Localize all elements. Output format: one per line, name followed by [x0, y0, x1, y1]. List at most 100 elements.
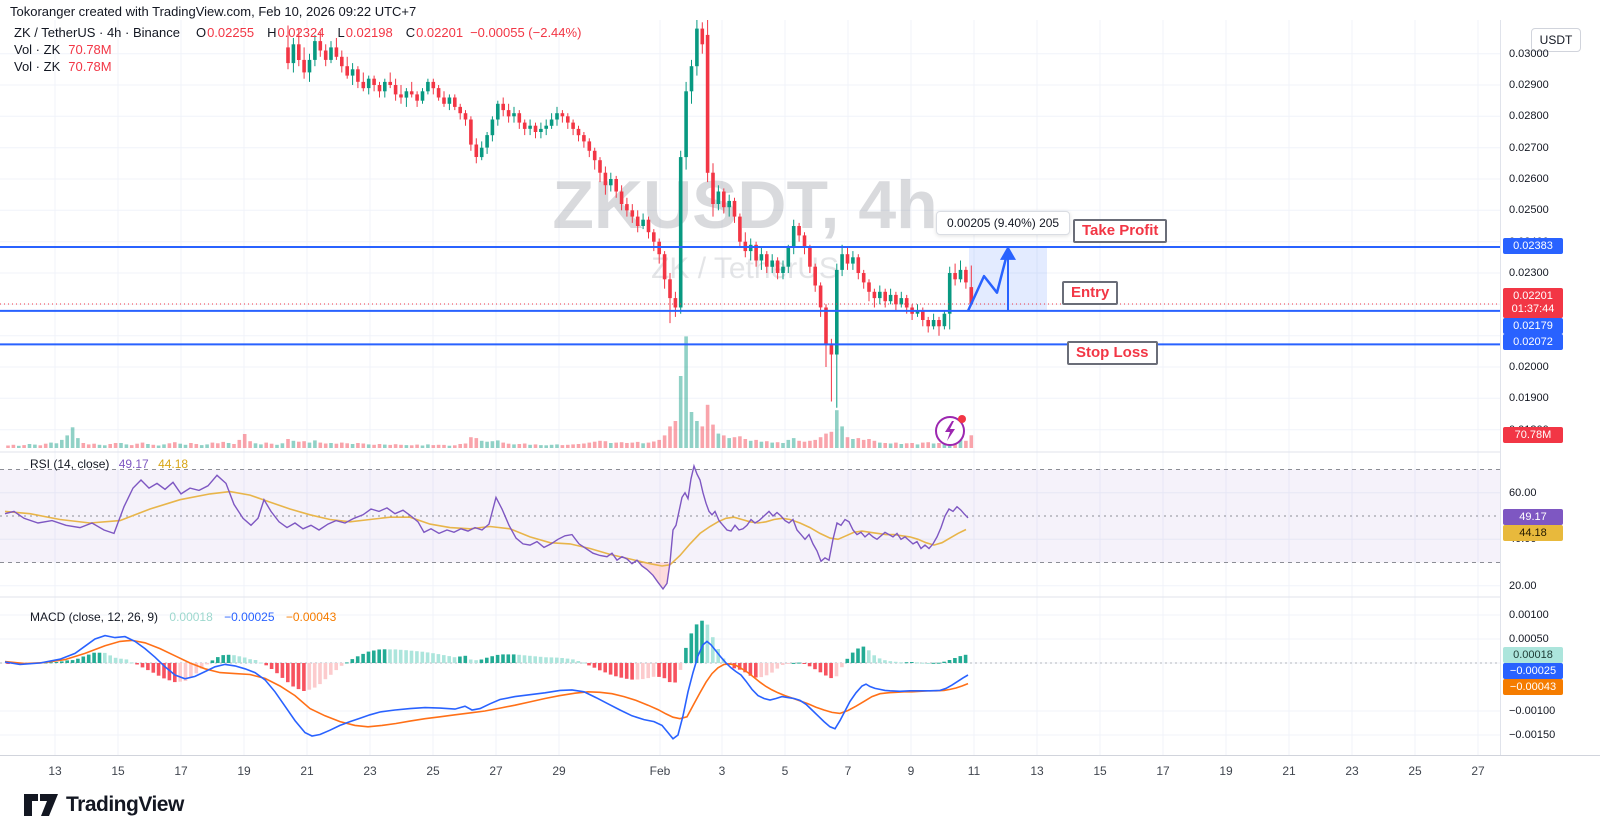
time-label: 9 — [907, 764, 915, 778]
price-badge: 0.02201 01:37:44 — [1503, 288, 1563, 318]
axis-tick: 0.00050 — [1509, 633, 1549, 645]
price-badge: −0.00043 — [1503, 679, 1563, 695]
rsi-ma-value: 44.18 — [158, 457, 189, 471]
ohlc-value: 0.02201 — [416, 24, 464, 40]
entry-label[interactable]: Entry — [1062, 281, 1119, 305]
change-value: −0.00055 (−2.44%) — [470, 24, 582, 40]
time-label: 17 — [174, 764, 188, 778]
ohlc-value: 0.02255 — [207, 24, 255, 40]
rsi-title: RSI (14, close) — [30, 457, 110, 471]
axis-tick: 0.03000 — [1509, 47, 1549, 60]
volume-bars — [6, 336, 974, 448]
price-badge: 0.00018 — [1503, 647, 1563, 663]
volume-value: 70.78M — [68, 58, 112, 74]
volume-label: Vol · ZK — [14, 58, 61, 74]
rsi-value: 49.17 — [118, 457, 149, 471]
rsi-line — [4, 463, 969, 591]
time-label: 21 — [1282, 764, 1296, 778]
legend: ZK / TetherUS · 4h · Binance O0.02255 H0.… — [14, 24, 588, 75]
axis-tick: 0.00100 — [1509, 609, 1549, 621]
axis-tick: 0.02900 — [1509, 79, 1549, 91]
macd-pane — [4, 620, 969, 740]
axis-tick: 0.02000 — [1509, 360, 1549, 373]
time-label: 19 — [237, 764, 251, 778]
symbol-legend-row[interactable]: ZK / TetherUS · 4h · Binance O0.02255 H0.… — [14, 24, 588, 40]
time-label: 15 — [111, 764, 125, 778]
axis-tick: −0.00100 — [1509, 705, 1556, 717]
time-label: 29 — [552, 764, 566, 778]
macd-pane-title[interactable]: MACD (close, 12, 26, 9) 0.00018 −0.00025… — [30, 610, 336, 624]
time-label: 21 — [300, 764, 314, 778]
rsi-pane-title[interactable]: RSI (14, close) 49.17 44.18 — [30, 457, 188, 471]
ohlc-letter: O — [195, 24, 207, 40]
price-badge: −0.00025 — [1503, 663, 1563, 679]
axis-tick: 0.02600 — [1509, 172, 1549, 185]
trade-level-lines — [0, 246, 1500, 346]
time-label: 3 — [718, 764, 726, 778]
ohlc-values: O0.02255 H0.02324 L0.02198 C0.02201 — [190, 25, 470, 40]
axis-tick: 0.01900 — [1509, 392, 1549, 405]
currency-toggle-button[interactable]: USDT — [1531, 28, 1581, 52]
time-label: 11 — [967, 764, 981, 778]
time-label: 5 — [781, 764, 789, 778]
volume-value: 70.78M — [68, 41, 112, 57]
axis-tick: 0.02800 — [1509, 110, 1549, 123]
volume-label: Vol · ZK — [14, 41, 61, 57]
time-label: 27 — [1471, 764, 1485, 778]
axis-tick: 20.00 — [1509, 579, 1537, 592]
ohlc-letter: L — [337, 24, 345, 40]
macd-hist-value: 0.00018 — [169, 610, 213, 624]
time-label: 23 — [363, 764, 377, 778]
ohlc-letter: C — [405, 24, 416, 40]
ohlc-letter: H — [267, 24, 277, 40]
rsi-pane — [0, 463, 1500, 591]
price-badge: 70.78M — [1503, 427, 1563, 443]
price-badge: 49.17 — [1503, 509, 1563, 525]
tradingview-logo-text: TradingView — [66, 793, 184, 816]
macd-title: MACD (close, 12, 26, 9) — [30, 610, 159, 624]
axis-tick: 0.02300 — [1509, 266, 1549, 279]
gridlines — [0, 20, 1500, 755]
rsi-ma-line — [4, 490, 967, 567]
stop-loss-label[interactable]: Stop Loss — [1067, 341, 1158, 365]
volume-legend-row-1[interactable]: Vol · ZK 70.78M — [14, 41, 588, 57]
credit-text: Tokoranger created with TradingView.com,… — [10, 4, 417, 19]
measure-tooltip: 0.00205 (9.40%) 205 — [936, 211, 1071, 235]
time-label: 7 — [844, 764, 852, 778]
time-label: 17 — [1156, 764, 1170, 778]
svg-text:ZKUSDT, 4h: ZKUSDT, 4h — [552, 167, 937, 243]
time-axis[interactable]: 13 15 17 19 21 23 25 27 29 Feb 3 5 7 9 11 13 15 17 19 21 23 2… — [0, 755, 1600, 788]
tradingview-logo-icon — [24, 794, 58, 816]
time-label: 25 — [426, 764, 440, 778]
time-label: Feb — [649, 764, 671, 778]
take-profit-label[interactable]: Take Profit — [1073, 219, 1168, 243]
macd-signal-value: −0.00043 — [285, 610, 337, 624]
price-badge: 0.02383 — [1503, 238, 1563, 254]
time-label: 27 — [489, 764, 503, 778]
axis-tick: 0.02700 — [1509, 141, 1549, 154]
price-badge: 44.18 — [1503, 525, 1563, 541]
macd-signal-line — [4, 639, 969, 728]
candlesticks — [286, 20, 974, 408]
time-label: 23 — [1345, 764, 1359, 778]
price-axis[interactable]: USDT 0.03000 0.02900 0.02800 0.02700 0.02600… — [1500, 20, 1600, 755]
time-label: 13 — [1030, 764, 1044, 778]
time-label: 19 — [1219, 764, 1233, 778]
axis-tick: 60.00 — [1509, 486, 1537, 499]
symbol-title[interactable]: ZK / TetherUS · 4h · Binance — [14, 24, 180, 40]
time-label: 13 — [48, 764, 62, 778]
tradingview-logo[interactable]: TradingView — [24, 793, 184, 817]
time-label: 15 — [1093, 764, 1107, 778]
axis-tick: −0.00150 — [1509, 729, 1556, 741]
ohlc-value: 0.02324 — [277, 24, 325, 40]
price-badge: 0.02072 — [1503, 334, 1563, 350]
macd-line-value: −0.00025 — [224, 610, 275, 624]
axis-tick: 0.02500 — [1509, 204, 1549, 217]
lightning-marker-icon[interactable] — [935, 415, 966, 446]
macd-line — [4, 634, 969, 740]
volume-legend-row-2[interactable]: Vol · ZK 70.78M — [14, 58, 588, 74]
ohlc-value: 0.02198 — [345, 24, 393, 40]
